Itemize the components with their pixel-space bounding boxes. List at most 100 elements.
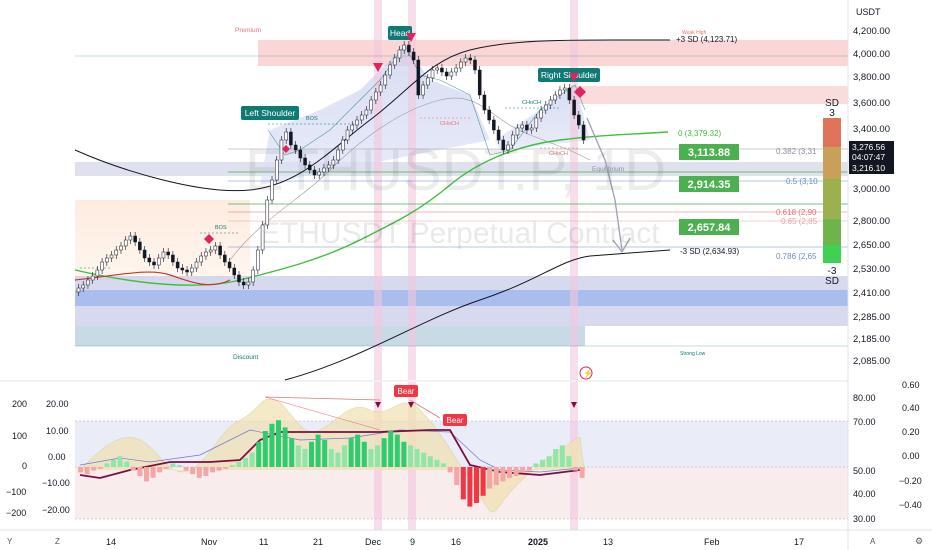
candle (435, 67, 439, 71)
signal-markers (204, 33, 586, 244)
candle (492, 119, 496, 131)
choch-label-2: CHoCH (522, 100, 541, 106)
histogram-bar (309, 441, 314, 467)
candle (534, 117, 539, 129)
candle (345, 129, 350, 141)
histogram-bar (216, 467, 222, 471)
price-tick: 3,600.00 (853, 98, 890, 109)
sd-zero-label: 0 (3,379.32) (678, 129, 721, 138)
alert-icon (579, 366, 593, 380)
candle (444, 71, 449, 77)
candle (308, 164, 312, 171)
price-tick: 2,410.00 (853, 288, 890, 299)
candle (468, 57, 473, 61)
candle (303, 157, 307, 166)
y-icon[interactable]: Y (7, 537, 13, 546)
histogram-bar (361, 441, 367, 467)
histogram-bar (467, 467, 473, 507)
histogram-bar (540, 459, 545, 467)
svg-text:−20.00: −20.00 (42, 505, 70, 515)
histogram-bar (394, 434, 400, 467)
histogram-bar (315, 434, 321, 467)
svg-text:10.00: 10.00 (46, 426, 69, 436)
candle (298, 149, 303, 159)
candle (322, 167, 326, 173)
svg-text:SD: SD (825, 98, 839, 109)
candle (487, 109, 491, 121)
candle (190, 267, 194, 273)
candle (525, 124, 529, 131)
price-axis[interactable]: USDT 4,200.00 4,000.00 3,800.00 3,600.00… (847, 0, 894, 550)
gear-icon[interactable]: ⚙ (915, 536, 923, 546)
histogram-bar (507, 467, 512, 478)
candle (402, 44, 406, 51)
candle (567, 87, 572, 101)
histogram-bar (513, 467, 519, 476)
candles (76, 41, 586, 296)
candle (194, 261, 199, 269)
bos-label: BOS (306, 116, 318, 122)
svg-text:Bear: Bear (398, 387, 415, 396)
second-price: 3,216.10 (852, 163, 885, 173)
price-tick: 4,000.00 (853, 49, 890, 60)
candle (213, 245, 218, 251)
candle (529, 127, 534, 131)
histogram-bar (342, 445, 347, 467)
a-icon[interactable]: A (870, 537, 876, 546)
time-label: 14 (106, 537, 116, 547)
sd-minus3-label: -3 SD (2,634.93) (680, 247, 739, 256)
candle (407, 44, 411, 53)
histogram-bar (262, 431, 268, 467)
candle (548, 99, 553, 106)
current-price-tag (849, 141, 894, 163)
histogram-bar (546, 456, 552, 467)
main-pane (74, 0, 848, 381)
bear-tag-1: Bear (394, 385, 418, 397)
svg-text:0.00: 0.00 (48, 452, 66, 462)
price-tick: 3,400.00 (853, 124, 890, 135)
svg-text:−0.20: −0.20 (899, 476, 922, 486)
sd-plus3-label: +3 SD (4,123.71) (676, 35, 737, 44)
candle (86, 279, 90, 286)
histogram-bar (183, 467, 189, 471)
candle (260, 224, 265, 251)
histogram-bar (348, 438, 354, 467)
histogram-bar (157, 467, 163, 473)
z-icon[interactable]: Z (55, 537, 60, 546)
histogram-bar (137, 467, 143, 476)
head-tag: Head (388, 26, 412, 40)
candle (171, 254, 175, 263)
histogram-bar (144, 467, 149, 482)
candle (430, 69, 435, 79)
histogram-bar (434, 459, 440, 467)
svg-text:−10.00: −10.00 (42, 478, 70, 488)
price-tick: 2,650.00 (853, 240, 890, 251)
fib-065-label: 0.65 (2,85 (781, 217, 818, 226)
candle (100, 261, 104, 271)
currency-label: USDT (856, 7, 881, 17)
candle (152, 261, 156, 266)
candle (482, 94, 487, 111)
candle (392, 57, 397, 66)
time-label: 13 (603, 537, 613, 547)
histogram-bar (84, 467, 90, 475)
supply-zone (570, 86, 848, 104)
candle (355, 119, 359, 126)
candle (265, 199, 270, 226)
candle (317, 171, 321, 176)
price-tick: 2,800.00 (853, 216, 890, 227)
candle (227, 261, 232, 269)
histogram-bar (493, 467, 499, 485)
candle (459, 61, 463, 69)
svg-text:2,914.35: 2,914.35 (688, 179, 731, 191)
second-price-tag (849, 162, 894, 174)
time-axis[interactable]: Y Z A ⚙ 14 Nov 11 21 Dec 9 16 2025 13 Fe… (0, 529, 932, 547)
candle (374, 91, 378, 101)
histogram-bar (480, 467, 486, 496)
candle (175, 261, 180, 269)
histogram-bar (229, 465, 235, 467)
candle (246, 281, 251, 286)
histogram-bar (289, 438, 295, 467)
svg-text:−0.40: −0.40 (899, 500, 922, 510)
